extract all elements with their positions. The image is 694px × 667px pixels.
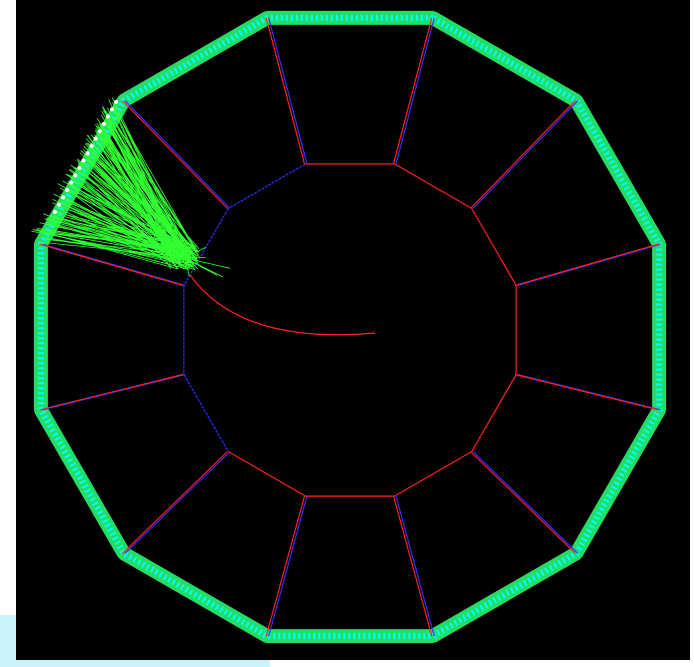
hit [102, 122, 106, 126]
hit [53, 210, 57, 214]
hit [69, 181, 73, 185]
hit [110, 107, 114, 111]
hit [90, 144, 94, 148]
hit [57, 203, 61, 207]
hit [94, 137, 98, 141]
hit [81, 159, 85, 163]
hit [65, 188, 69, 192]
detector-view [0, 0, 694, 667]
hit [114, 100, 118, 104]
event-display [0, 0, 694, 667]
hit [61, 195, 65, 199]
hit [106, 115, 110, 119]
hit [98, 129, 102, 133]
hit [77, 166, 81, 170]
hit [86, 151, 90, 155]
hit [73, 173, 77, 177]
